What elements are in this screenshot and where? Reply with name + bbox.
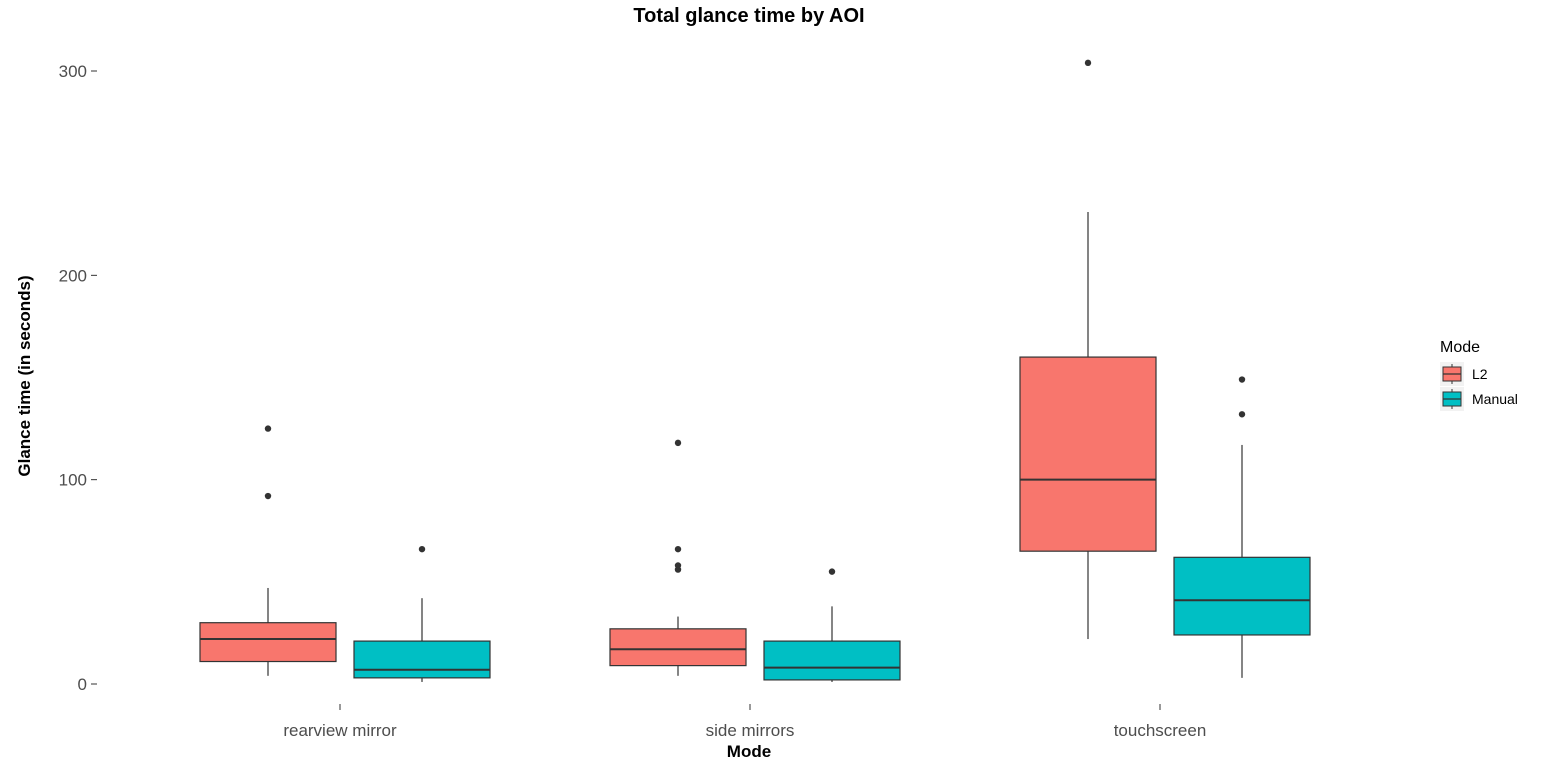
box-body	[609, 628, 747, 667]
outlier-point	[264, 492, 272, 500]
y-axis: 0 100 200 300	[59, 62, 97, 694]
legend-title: Mode	[1440, 339, 1480, 356]
box-manual-0	[353, 545, 491, 682]
series-manual	[353, 376, 1311, 682]
outlier-point	[674, 439, 682, 447]
series-l2	[199, 59, 1157, 676]
box-body	[353, 640, 491, 679]
outlier-point	[1084, 59, 1092, 67]
outlier-point	[418, 545, 426, 553]
x-tick-label: side mirrors	[706, 721, 795, 740]
x-axis-label: Mode	[727, 742, 771, 761]
box-body	[199, 622, 337, 663]
box-l2-1	[609, 439, 747, 676]
outlier-point	[1238, 411, 1246, 418]
box-body	[1019, 356, 1157, 552]
outlier-point	[828, 568, 836, 575]
y-tick-label: 200	[59, 266, 87, 285]
outlier-point	[674, 562, 682, 569]
box-manual-1	[763, 568, 901, 682]
y-tick-label: 0	[78, 675, 87, 694]
x-tick-label: touchscreen	[1114, 721, 1207, 740]
legend-label-manual: Manual	[1472, 391, 1518, 407]
legend-label-l2: L2	[1472, 366, 1488, 382]
outlier-point	[674, 545, 682, 553]
x-axis: rearview mirror side mirrors touchscreen	[283, 704, 1206, 740]
outlier-point	[1238, 376, 1246, 383]
y-tick-label: 100	[59, 471, 87, 490]
y-tick-label: 300	[59, 62, 87, 81]
box-body	[1173, 556, 1311, 636]
box-l2-2	[1019, 59, 1157, 640]
box-l2-0	[199, 425, 337, 676]
x-tick-label: rearview mirror	[283, 721, 397, 740]
box-body	[763, 640, 901, 681]
plot-area	[199, 59, 1311, 682]
outlier-point	[264, 425, 272, 432]
legend: Mode L2 Manual	[1440, 339, 1518, 411]
y-axis-label: Glance time (in seconds)	[15, 275, 34, 476]
box-manual-2	[1173, 376, 1311, 678]
chart-title: Total glance time by AOI	[633, 5, 864, 27]
